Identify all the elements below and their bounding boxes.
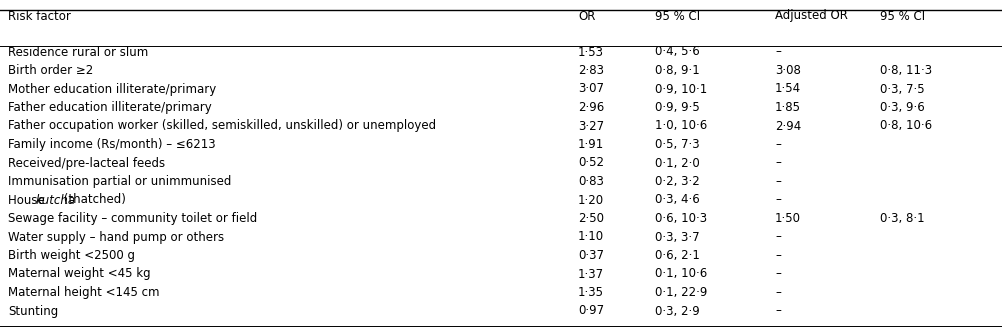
- Text: Mother education illiterate/primary: Mother education illiterate/primary: [8, 82, 216, 95]
- Text: Stunting: Stunting: [8, 305, 58, 318]
- Text: 0·3, 7·5: 0·3, 7·5: [880, 82, 925, 95]
- Text: 1·10: 1·10: [578, 230, 604, 244]
- Text: 2·96: 2·96: [578, 101, 604, 114]
- Text: 2·94: 2·94: [775, 120, 802, 133]
- Text: 0·37: 0·37: [578, 249, 604, 262]
- Text: Birth weight <2500 g: Birth weight <2500 g: [8, 249, 135, 262]
- Text: –: –: [775, 305, 781, 318]
- Text: 1·20: 1·20: [578, 194, 604, 206]
- Text: 0·9, 10·1: 0·9, 10·1: [655, 82, 707, 95]
- Text: 1·37: 1·37: [578, 268, 604, 280]
- Text: 0·6, 2·1: 0·6, 2·1: [655, 249, 699, 262]
- Text: Maternal height <145 cm: Maternal height <145 cm: [8, 286, 159, 299]
- Text: 95 % CI: 95 % CI: [880, 9, 925, 22]
- Text: 1·85: 1·85: [775, 101, 801, 114]
- Text: Adjusted OR: Adjusted OR: [775, 9, 848, 22]
- Text: 2·50: 2·50: [578, 212, 604, 225]
- Text: Residence rural or slum: Residence rural or slum: [8, 46, 148, 59]
- Text: 1·35: 1·35: [578, 286, 604, 299]
- Text: 3·08: 3·08: [775, 64, 801, 77]
- Text: Risk factor: Risk factor: [8, 9, 71, 22]
- Text: 0·1, 22·9: 0·1, 22·9: [655, 286, 707, 299]
- Text: kutcha: kutcha: [36, 194, 76, 206]
- Text: (thatched): (thatched): [60, 194, 126, 206]
- Text: 1·0, 10·6: 1·0, 10·6: [655, 120, 707, 133]
- Text: 1·91: 1·91: [578, 138, 604, 151]
- Text: House: House: [8, 194, 48, 206]
- Text: 0·3, 8·1: 0·3, 8·1: [880, 212, 925, 225]
- Text: –: –: [775, 286, 781, 299]
- Text: 0·8, 10·6: 0·8, 10·6: [880, 120, 932, 133]
- Text: –: –: [775, 156, 781, 170]
- Text: –: –: [775, 175, 781, 188]
- Text: Received/pre-lacteal feeds: Received/pre-lacteal feeds: [8, 156, 165, 170]
- Text: 0·52: 0·52: [578, 156, 604, 170]
- Text: 3·07: 3·07: [578, 82, 604, 95]
- Text: 0·8, 9·1: 0·8, 9·1: [655, 64, 699, 77]
- Text: 0·9, 9·5: 0·9, 9·5: [655, 101, 699, 114]
- Text: 3·27: 3·27: [578, 120, 604, 133]
- Text: 95 % CI: 95 % CI: [655, 9, 700, 22]
- Text: Father education illiterate/primary: Father education illiterate/primary: [8, 101, 211, 114]
- Text: Sewage facility – community toilet or field: Sewage facility – community toilet or fi…: [8, 212, 258, 225]
- Text: 1·54: 1·54: [775, 82, 802, 95]
- Text: Family income (Rs/month) – ≤6213: Family income (Rs/month) – ≤6213: [8, 138, 215, 151]
- Text: Maternal weight <45 kg: Maternal weight <45 kg: [8, 268, 150, 280]
- Text: 0·6, 10·3: 0·6, 10·3: [655, 212, 707, 225]
- Text: 0·1, 2·0: 0·1, 2·0: [655, 156, 699, 170]
- Text: 1·50: 1·50: [775, 212, 801, 225]
- Text: OR: OR: [578, 9, 595, 22]
- Text: 0·4, 5·6: 0·4, 5·6: [655, 46, 699, 59]
- Text: 0·1, 10·6: 0·1, 10·6: [655, 268, 707, 280]
- Text: 2·83: 2·83: [578, 64, 604, 77]
- Text: Birth order ≥2: Birth order ≥2: [8, 64, 93, 77]
- Text: 0·97: 0·97: [578, 305, 604, 318]
- Text: –: –: [775, 268, 781, 280]
- Text: 0·8, 11·3: 0·8, 11·3: [880, 64, 932, 77]
- Text: 0·3, 9·6: 0·3, 9·6: [880, 101, 925, 114]
- Text: –: –: [775, 194, 781, 206]
- Text: 0·3, 4·6: 0·3, 4·6: [655, 194, 699, 206]
- Text: 0·83: 0·83: [578, 175, 604, 188]
- Text: 0·3, 2·9: 0·3, 2·9: [655, 305, 699, 318]
- Text: –: –: [775, 249, 781, 262]
- Text: –: –: [775, 230, 781, 244]
- Text: –: –: [775, 46, 781, 59]
- Text: 0·5, 7·3: 0·5, 7·3: [655, 138, 699, 151]
- Text: Immunisation partial or unimmunised: Immunisation partial or unimmunised: [8, 175, 231, 188]
- Text: 1·53: 1·53: [578, 46, 604, 59]
- Text: Water supply – hand pump or others: Water supply – hand pump or others: [8, 230, 224, 244]
- Text: 0·2, 3·2: 0·2, 3·2: [655, 175, 699, 188]
- Text: 0·3, 3·7: 0·3, 3·7: [655, 230, 699, 244]
- Text: –: –: [775, 138, 781, 151]
- Text: Father occupation worker (skilled, semiskilled, unskilled) or unemployed: Father occupation worker (skilled, semis…: [8, 120, 436, 133]
